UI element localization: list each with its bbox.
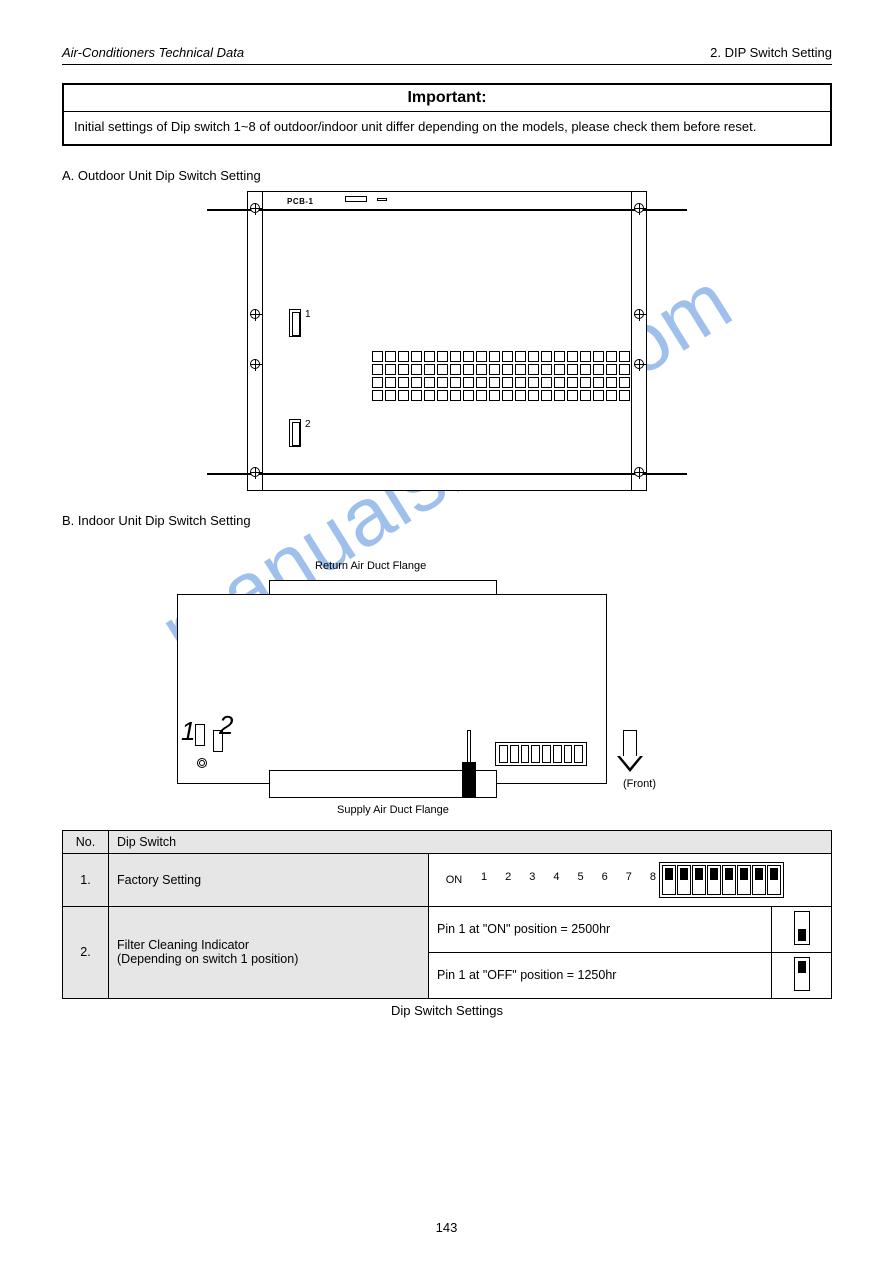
page-number: 143 — [0, 1220, 893, 1235]
row2-line2: (Depending on switch 1 position) — [117, 952, 420, 966]
row1-text: Factory Setting — [109, 853, 429, 906]
on-label: ON — [441, 866, 467, 894]
col-no: No. — [63, 830, 109, 853]
header-right: 2. DIP Switch Setting — [710, 45, 832, 60]
row2-opt1: Pin 1 at "ON" position = 2500hr — [429, 906, 772, 952]
row1-no: 1. — [63, 853, 109, 906]
dip-numbers: 1 2 3 4 5 6 7 8 — [481, 871, 656, 883]
figB-label: B. Indoor Unit Dip Switch Setting — [62, 513, 832, 528]
page-content: Air-Conditioners Technical Data 2. DIP S… — [62, 45, 832, 1018]
supply-duct-label: Supply Air Duct Flange — [337, 804, 449, 816]
big2: 2 — [219, 710, 233, 741]
tab1-id: 1 — [305, 309, 311, 320]
important-box: Important: Initial settings of Dip switc… — [62, 83, 832, 146]
front-arrow-icon — [617, 730, 643, 770]
outdoor-diagram: PCB-1 1 2 — [227, 191, 667, 491]
switch-on-icon — [794, 911, 810, 945]
return-duct-label: Return Air Duct Flange — [315, 560, 426, 572]
dip-block-icon — [495, 742, 587, 766]
tab2-id: 2 — [305, 419, 311, 430]
important-title: Important: — [64, 85, 830, 112]
front-label: (Front) — [623, 778, 656, 790]
dip-factory-icon — [659, 862, 784, 898]
pcb-label: PCB-1 — [287, 197, 314, 206]
vent-grid — [372, 351, 630, 401]
row2-opt2: Pin 1 at "OFF" position = 1250hr — [429, 952, 772, 998]
figA-label: A. Outdoor Unit Dip Switch Setting — [62, 168, 832, 183]
page-header: Air-Conditioners Technical Data 2. DIP S… — [62, 45, 832, 60]
col-dip: Dip Switch — [109, 830, 832, 853]
header-rule — [62, 64, 832, 65]
header-left: Air-Conditioners Technical Data — [62, 45, 244, 60]
row2-no: 2. — [63, 906, 109, 998]
big1: 1 — [181, 716, 195, 747]
dip-table: No. Dip Switch 1. Factory Setting ON 1 2… — [62, 830, 832, 999]
indoor-diagram: Return Air Duct Flange 1 2 Supply Air Du… — [177, 572, 647, 800]
important-body: Initial settings of Dip switch 1~8 of ou… — [64, 112, 830, 144]
row2-line1: Filter Cleaning Indicator — [117, 938, 420, 952]
dip-caption: Dip Switch Settings — [62, 1003, 832, 1018]
switch-off-icon — [794, 957, 810, 991]
